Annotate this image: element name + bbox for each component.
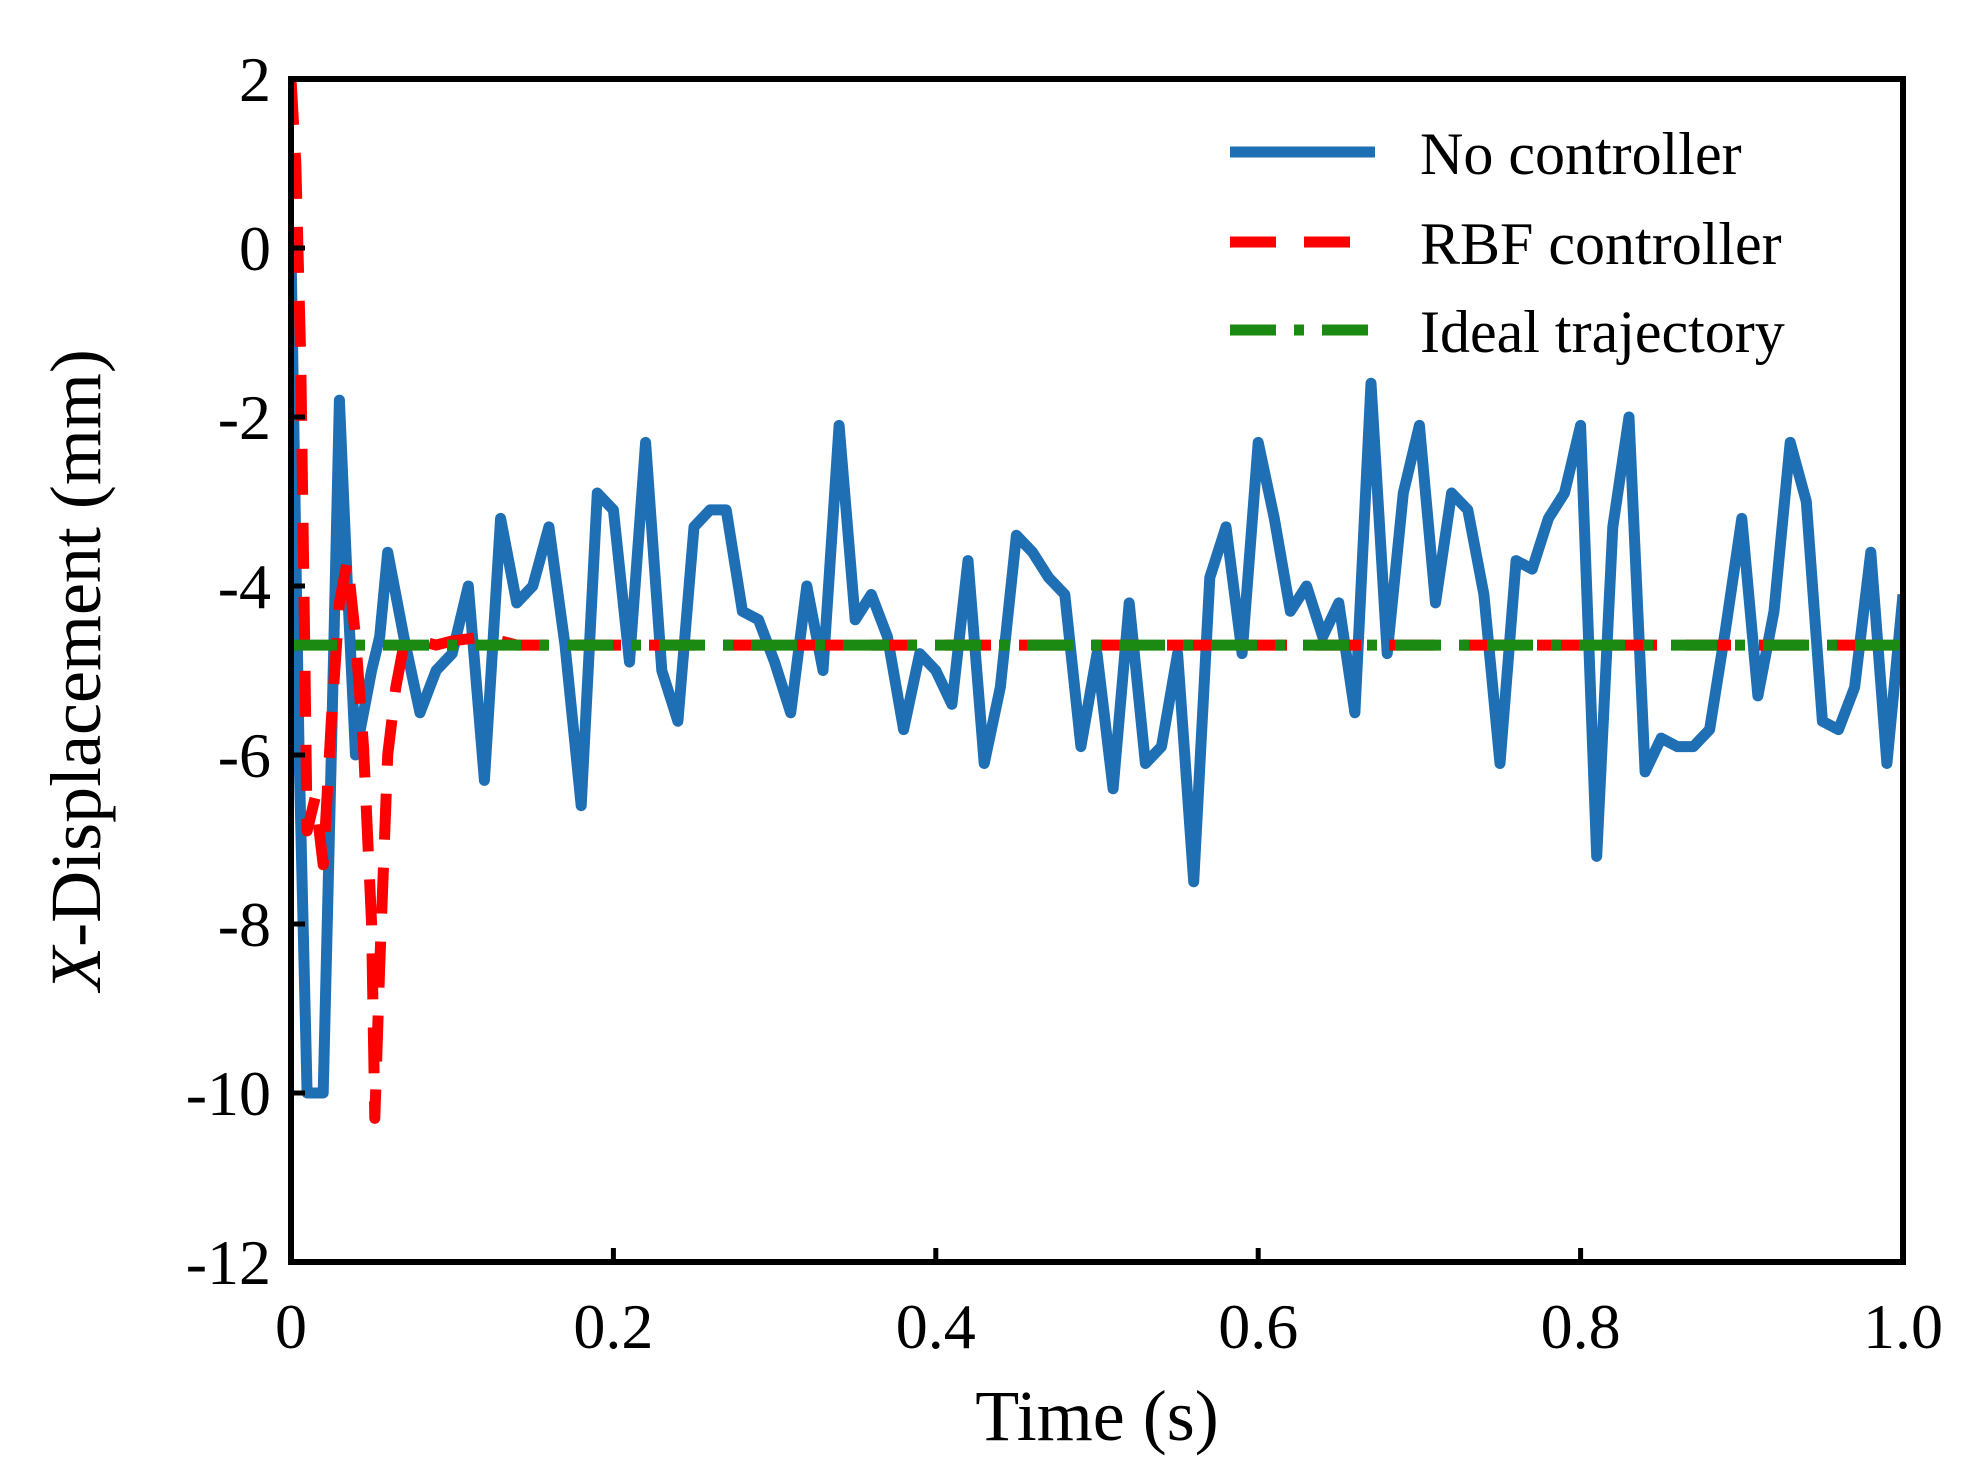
x-tick-label: 1.0 (1863, 1291, 1943, 1362)
y-axis-title: X-Displacement (mm) (36, 349, 116, 994)
y-tick-label: 2 (239, 44, 271, 115)
y-axis-ticks: 2 0 -2 -4 -6 -8 -10 -12 (186, 44, 305, 1298)
plot-frame (288, 76, 1906, 1265)
legend-label-rbf-controller: RBF controller (1420, 211, 1782, 277)
legend: No controller RBF controller Ideal traje… (1230, 121, 1785, 365)
x-tick-label: 0.8 (1541, 1291, 1621, 1362)
legend-label-no-controller: No controller (1420, 121, 1742, 187)
y-axis-title-rest: -Displacement (mm) (36, 349, 116, 947)
y-tick-label: -4 (218, 551, 271, 622)
plot-series-layer (291, 79, 1903, 1124)
y-tick-label: -10 (186, 1058, 271, 1129)
y-axis-title-variable: X (36, 944, 116, 994)
y-tick-label: -2 (218, 382, 271, 453)
x-tick-label: 0 (275, 1291, 307, 1362)
x-axis-title: Time (s) (975, 1376, 1218, 1456)
y-tick-label: -6 (218, 720, 271, 791)
y-tick-label: -12 (186, 1227, 271, 1298)
legend-label-ideal-trajectory: Ideal trajectory (1420, 299, 1785, 365)
y-tick-label: -8 (218, 889, 271, 960)
y-tick-label: 0 (239, 213, 271, 284)
x-tick-label: 0.6 (1218, 1291, 1298, 1362)
x-axis-ticks: 0 0.2 0.4 0.6 0.8 1.0 (275, 1248, 1943, 1362)
series-line-no-controller (291, 247, 1903, 1099)
x-tick-label: 0.2 (573, 1291, 653, 1362)
x-tick-label: 0.4 (896, 1291, 976, 1362)
series-line-rbf-controller (291, 79, 1903, 1124)
